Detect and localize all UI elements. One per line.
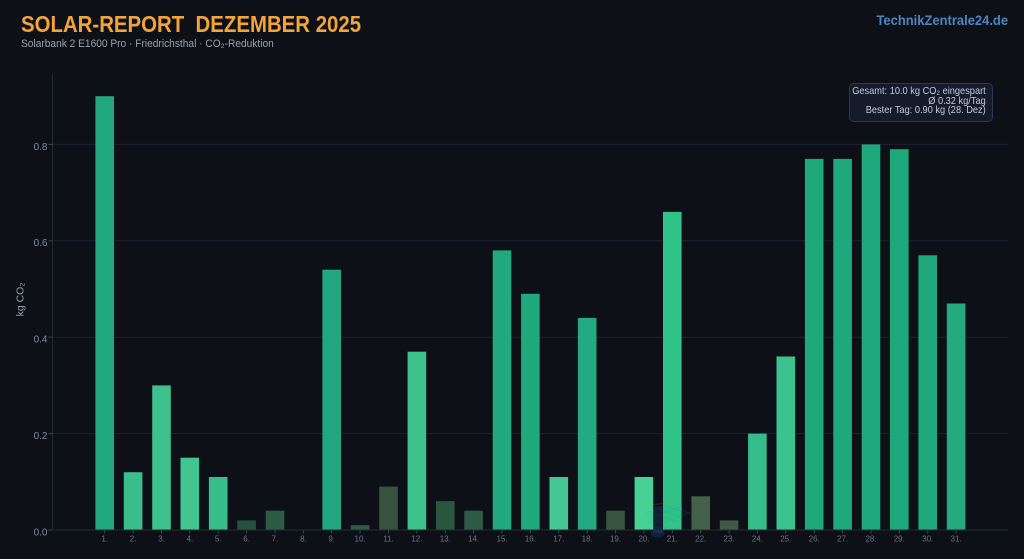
- svg-text:kg CO₂: kg CO₂: [14, 283, 26, 317]
- svg-text:7.: 7.: [272, 534, 279, 543]
- svg-text:8.: 8.: [300, 534, 307, 543]
- svg-text:13.: 13.: [440, 534, 451, 543]
- svg-text:0.2: 0.2: [34, 431, 48, 442]
- svg-text:29.: 29.: [894, 534, 905, 543]
- svg-text:16.: 16.: [525, 534, 536, 543]
- svg-text:31.: 31.: [951, 534, 962, 543]
- svg-text:20.: 20.: [638, 534, 649, 543]
- svg-text:27.: 27.: [837, 534, 848, 543]
- svg-text:15.: 15.: [496, 534, 507, 543]
- svg-text:11.: 11.: [383, 534, 394, 543]
- svg-text:14.: 14.: [468, 534, 479, 543]
- svg-text:0.0: 0.0: [34, 527, 48, 538]
- svg-text:19.: 19.: [610, 534, 621, 543]
- svg-text:3.: 3.: [158, 534, 165, 543]
- svg-text:23.: 23.: [724, 534, 735, 543]
- svg-text:25.: 25.: [780, 534, 791, 543]
- svg-text:24.: 24.: [752, 534, 763, 543]
- svg-text:28.: 28.: [865, 534, 876, 543]
- svg-text:2.: 2.: [130, 534, 137, 543]
- svg-text:17.: 17.: [553, 534, 564, 543]
- svg-text:30.: 30.: [922, 534, 933, 543]
- svg-text:1.: 1.: [101, 534, 108, 543]
- svg-text:22.: 22.: [695, 534, 706, 543]
- svg-text:26.: 26.: [809, 534, 820, 543]
- svg-text:0.6: 0.6: [34, 238, 48, 249]
- svg-text:0.8: 0.8: [34, 142, 48, 153]
- svg-text:9.: 9.: [328, 534, 335, 543]
- svg-text:18.: 18.: [582, 534, 593, 543]
- svg-text:0.4: 0.4: [34, 335, 48, 346]
- svg-text:6.: 6.: [243, 534, 250, 543]
- svg-text:12.: 12.: [411, 534, 422, 543]
- svg-text:4.: 4.: [186, 534, 193, 543]
- svg-text:5.: 5.: [215, 534, 222, 543]
- svg-text:10.: 10.: [355, 534, 366, 543]
- svg-text:21.: 21.: [667, 534, 678, 543]
